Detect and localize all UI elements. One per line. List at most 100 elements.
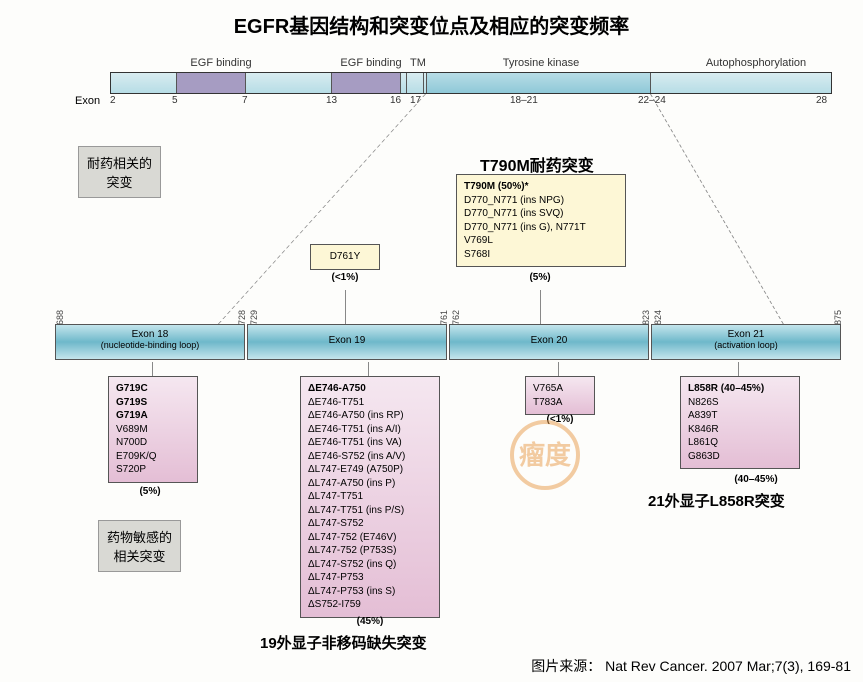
- exon18-mutations: G719C G719S G719A V689MN700DE709K/QS720P: [108, 376, 198, 483]
- nucleotide-tick: 875: [833, 310, 843, 325]
- tyrosine-kinase: [426, 73, 651, 93]
- mutation-bold: G719S: [116, 397, 147, 408]
- mutation: ΔE746-S752 (ins A/V): [308, 450, 432, 464]
- exon19-block: Exon 19: [247, 324, 447, 360]
- d761y-pct: (<1%): [318, 272, 372, 283]
- mutation: N826S: [688, 396, 792, 410]
- exon18-pct: (5%): [120, 486, 180, 497]
- mutation: V769L: [464, 234, 618, 248]
- nucleotide-tick: 823: [641, 310, 651, 325]
- nucleotide-tick: 761: [439, 310, 449, 325]
- mutation: D761Y: [318, 250, 372, 264]
- mutation: N700D: [116, 436, 190, 450]
- nucleotide-tick: 728: [237, 310, 247, 325]
- exon-name: Exon 20: [450, 329, 648, 346]
- projection-line: [218, 94, 426, 324]
- exon-number: 7: [242, 95, 248, 106]
- text: 相关突变: [107, 546, 172, 565]
- gene-structure-bar: EGF binding EGF binding TM Tyrosine kina…: [110, 72, 832, 94]
- mutation: ΔS752-I759: [308, 598, 432, 612]
- mutation: D770_N771 (ins NPG): [464, 194, 618, 208]
- nucleotide-tick: 762: [451, 310, 461, 325]
- exon-number: 16: [390, 95, 401, 106]
- mutation: ΔL747-P753 (ins S): [308, 585, 432, 599]
- domain-label: EGF binding: [171, 57, 271, 69]
- exon19-mutations: ΔE746-A750 ΔE746-T751ΔE746-A750 (ins RP)…: [300, 376, 440, 618]
- mutation: ΔL747-752 (P753S): [308, 544, 432, 558]
- exon21-mutations: L858R (40–45%) N826SA839TK846RL861QG863D: [680, 376, 800, 469]
- exon-word: Exon: [75, 95, 100, 107]
- domain-label: Tyrosine kinase: [481, 57, 601, 69]
- exon21-caption: 21外显子L858R突变: [648, 490, 785, 511]
- exon-sub: (nucleotide-binding loop): [56, 340, 244, 350]
- mutation: V765A: [533, 382, 587, 396]
- exon-number: 13: [326, 95, 337, 106]
- exon19-caption: 19外显子非移码缺失突变: [260, 632, 427, 653]
- t790m-pct: (5%): [500, 272, 580, 283]
- mutation: ΔL747-752 (E746V): [308, 531, 432, 545]
- resistance-label-box: 耐药相关的 突变: [78, 146, 161, 198]
- exon21-pct: (40–45%): [716, 474, 796, 485]
- d761y-box: D761Y: [310, 244, 380, 270]
- mutation: D770_N771 (ins SVQ): [464, 207, 618, 221]
- exon-number: 5: [172, 95, 178, 106]
- exon18-block: Exon 18 (nucleotide-binding loop): [55, 324, 245, 360]
- text: 药物敏感的: [107, 527, 172, 546]
- mutation: ΔL747-A750 (ins P): [308, 477, 432, 491]
- mutation: V689M: [116, 423, 190, 437]
- connector: [368, 362, 369, 376]
- exon20-block: Exon 20: [449, 324, 649, 360]
- mutation: ΔE746-T751 (ins A/I): [308, 423, 432, 437]
- mutation-bold: G719C: [116, 383, 148, 394]
- mutation-bold: L858R (40–45%): [688, 383, 764, 394]
- domain-label: Autophosphorylation: [681, 57, 831, 69]
- mutation: S768I: [464, 248, 618, 262]
- mutation: ΔE746-T751: [308, 396, 432, 410]
- exon19-pct: (45%): [330, 616, 410, 627]
- egf-binding-2: [331, 73, 401, 93]
- tm-segment: [406, 73, 424, 93]
- sensitive-label-box: 药物敏感的 相关突变: [98, 520, 181, 572]
- exon-name: Exon 19: [248, 329, 446, 346]
- connector: [152, 362, 153, 376]
- mutation: A839T: [688, 409, 792, 423]
- mutation: D770_N771 (ins G), N771T: [464, 221, 618, 235]
- source-text: Nat Rev Cancer. 2007 Mar;7(3), 169-81: [605, 658, 851, 674]
- mutation-bold: T790M (50%)*: [464, 181, 528, 192]
- mutation: ΔL747-T751: [308, 490, 432, 504]
- exon-number: 18–21: [510, 95, 538, 106]
- watermark-icon: 瘤度: [510, 420, 580, 490]
- t790m-title: T790M耐药突变: [480, 152, 594, 176]
- nucleotide-tick: 729: [249, 310, 259, 325]
- mutation: ΔL747-T751 (ins P/S): [308, 504, 432, 518]
- exon-detail-bar: Exon 18 (nucleotide-binding loop) Exon 1…: [55, 324, 841, 362]
- egf-binding-1: [176, 73, 246, 93]
- mutation: ΔE746-A750 (ins RP): [308, 409, 432, 423]
- mutation: L861Q: [688, 436, 792, 450]
- mutation: K846R: [688, 423, 792, 437]
- nucleotide-tick: 688: [55, 310, 65, 325]
- t790m-box: T790M (50%)* D770_N771 (ins NPG)D770_N77…: [456, 174, 626, 267]
- exon21-block: Exon 21 (activation loop): [651, 324, 841, 360]
- mutation-bold: G719A: [116, 410, 148, 421]
- domain-label: TM: [403, 57, 433, 69]
- main-title: EGFR基因结构和突变位点及相应的突变频率: [0, 0, 863, 45]
- exon-number: 28: [816, 95, 827, 106]
- exon-name: Exon 18: [56, 329, 244, 340]
- text: 突变: [87, 172, 152, 191]
- connector: [738, 362, 739, 376]
- mutation: ΔL747-P753: [308, 571, 432, 585]
- projection-line: [650, 94, 784, 324]
- source-label: 图片来源：: [531, 658, 601, 674]
- mutation: ΔE746-T751 (ins VA): [308, 436, 432, 450]
- exon20-mutations: V765AT783A: [525, 376, 595, 415]
- exon-sub: (activation loop): [652, 340, 840, 350]
- mutation: G863D: [688, 450, 792, 464]
- connector: [558, 362, 559, 376]
- mutation: E709K/Q: [116, 450, 190, 464]
- exon-name: Exon 21: [652, 329, 840, 340]
- mutation-bold: ΔE746-A750: [308, 383, 366, 394]
- text: 耐药相关的: [87, 153, 152, 172]
- nucleotide-tick: 824: [653, 310, 663, 325]
- mutation: T783A: [533, 396, 587, 410]
